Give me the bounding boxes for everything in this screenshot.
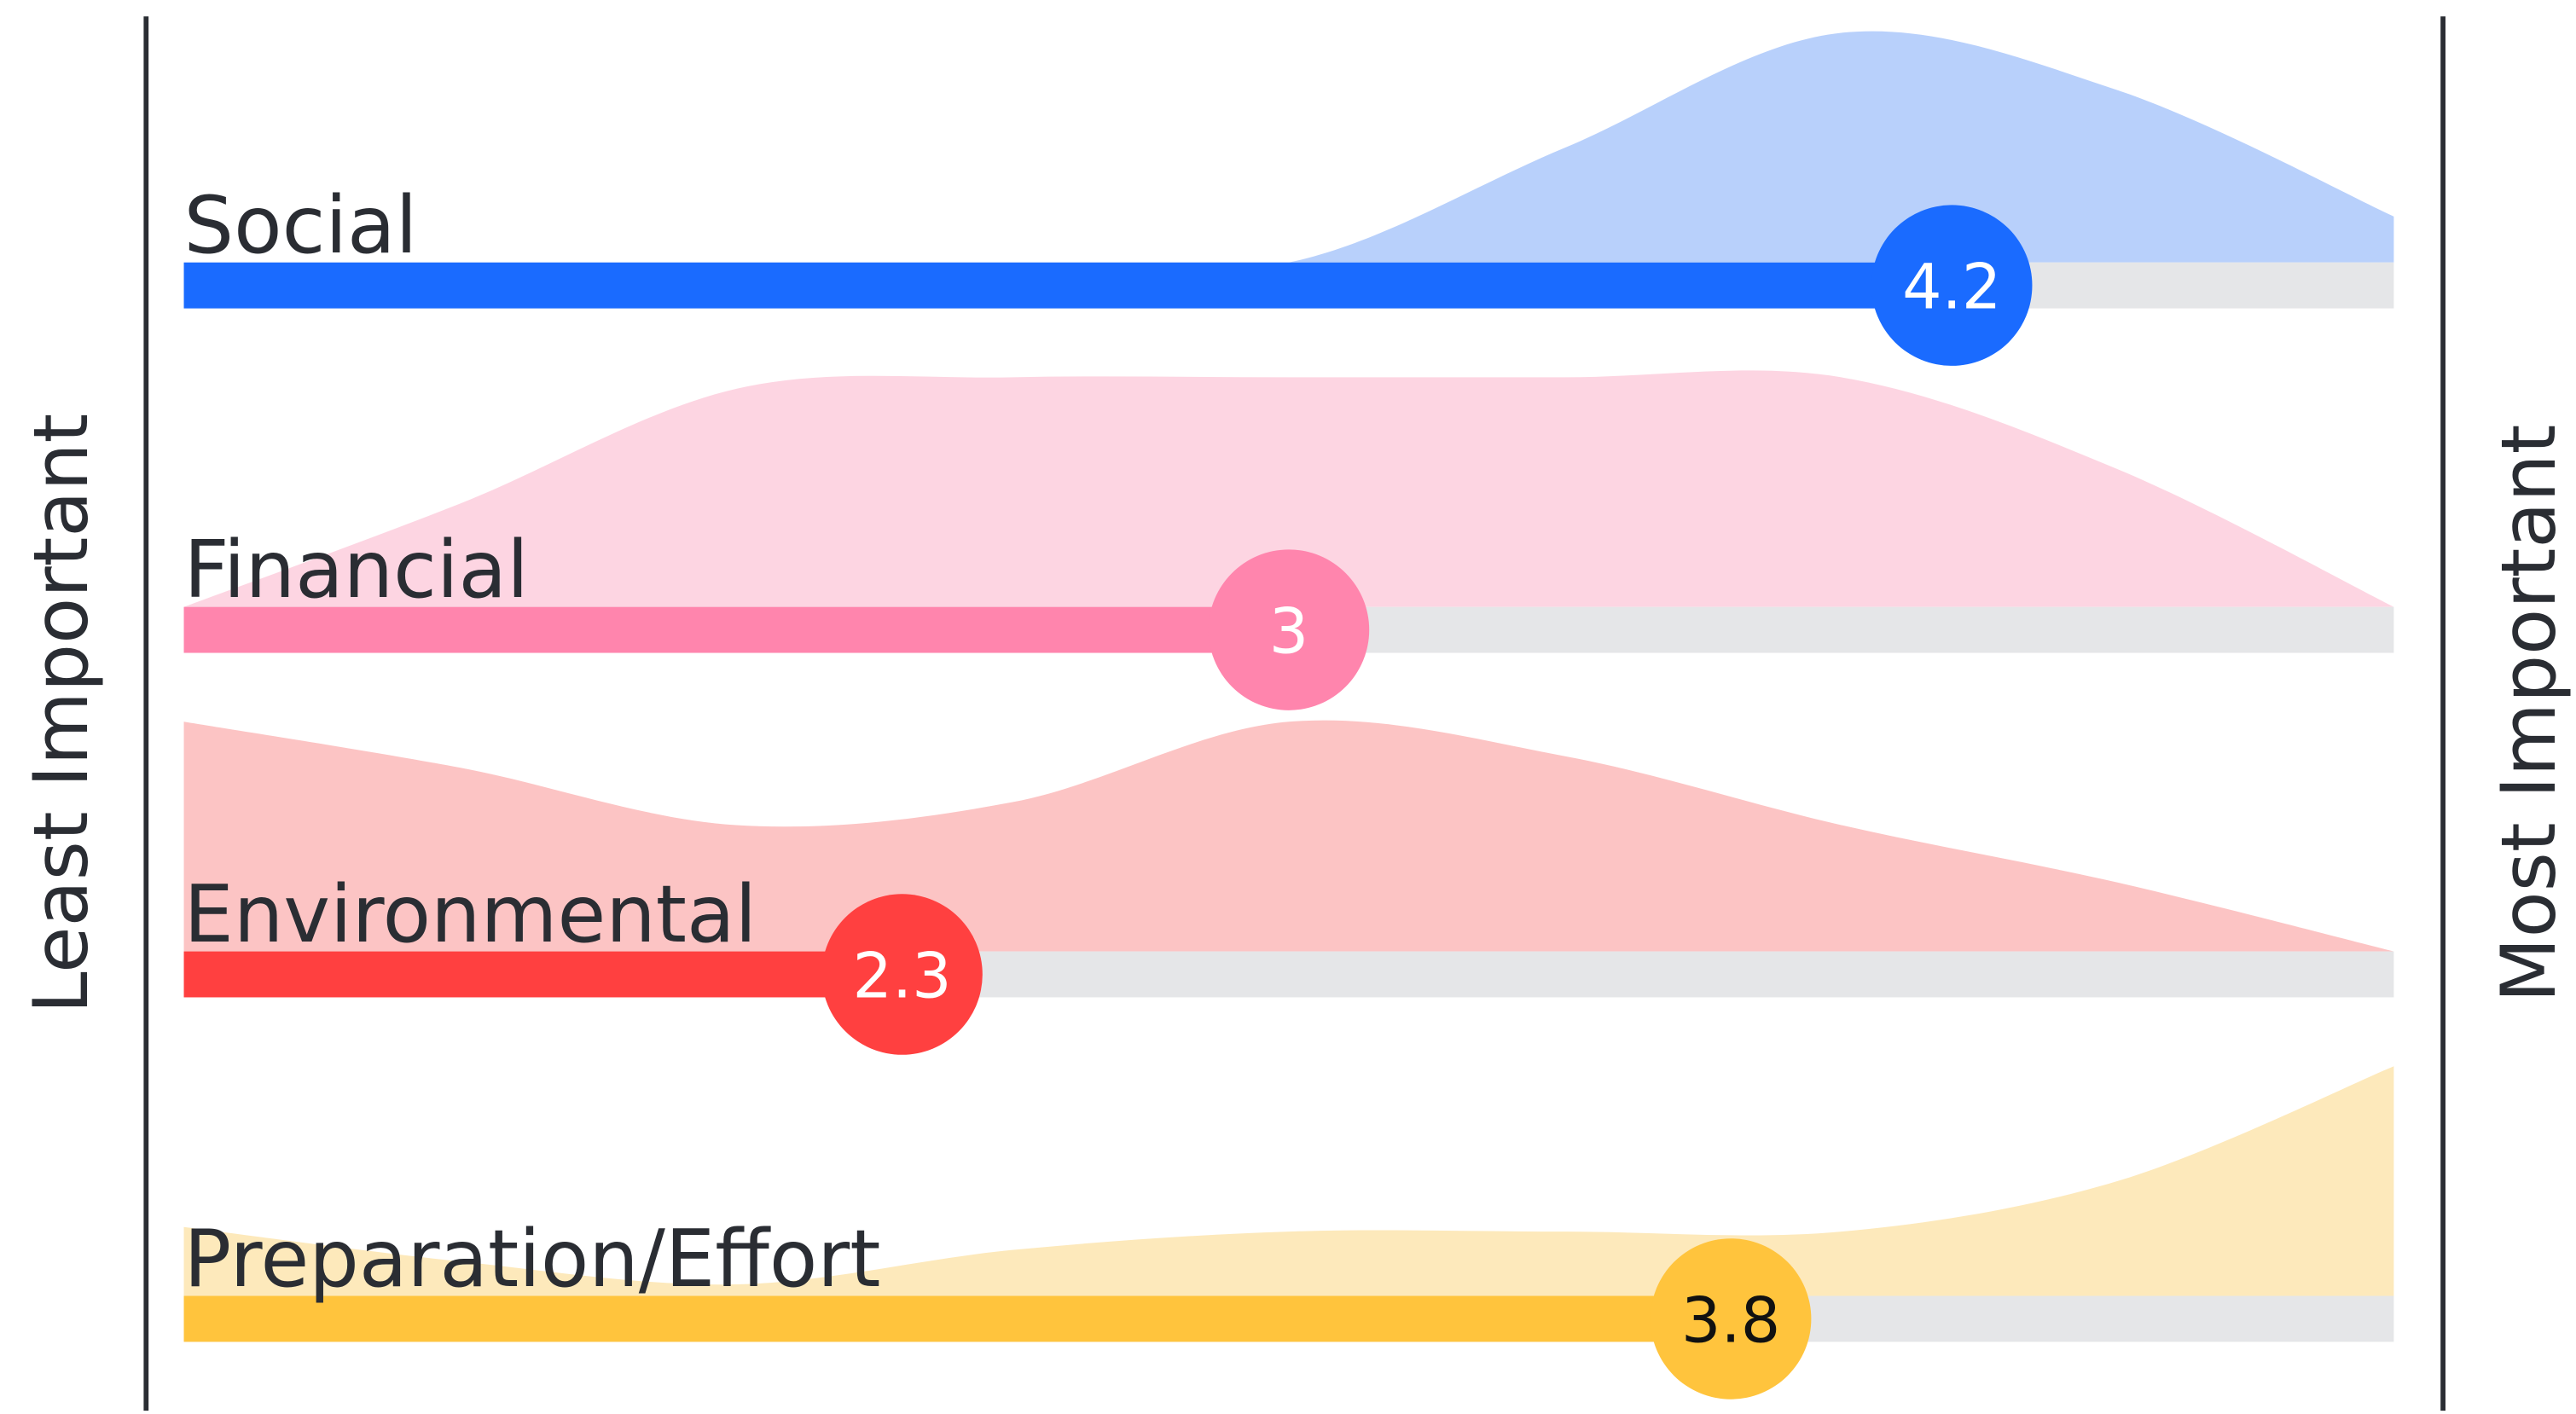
value-marker [1871,205,2033,366]
series-label: Financial [184,524,529,616]
value-label: 2.3 [852,940,951,1012]
left-label: Least Important [17,414,105,1014]
series-label: Environmental [184,868,757,960]
series-label: Preparation/Effort [184,1213,881,1305]
right-label: Most Important [2485,425,2573,1003]
distribution-area [183,720,2394,952]
value-marker [821,894,983,1055]
bar [183,606,1289,653]
value-marker [1208,549,1370,710]
bar [183,262,1952,309]
distribution-area [183,31,2394,263]
series-label: Social [184,179,418,271]
value-marker [1650,1238,1812,1400]
value-label: 4.2 [1902,252,2001,324]
bar [183,1295,1732,1342]
bar [183,951,902,998]
value-label: 3.8 [1681,1284,1780,1357]
distribution-area [183,1066,2394,1296]
distribution-area [183,370,2394,607]
value-label: 3 [1269,596,1309,669]
